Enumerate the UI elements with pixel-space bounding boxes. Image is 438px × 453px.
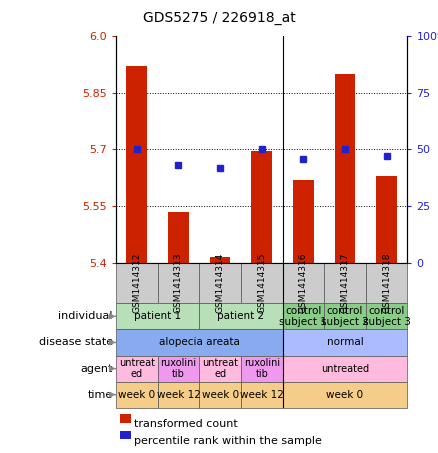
Bar [251,151,272,263]
Text: time: time [88,390,113,400]
Bar [241,263,283,304]
Text: GSM1414316: GSM1414316 [299,253,308,313]
Bar [335,74,355,263]
Bar [116,381,158,408]
Text: untreated: untreated [321,364,369,374]
Bar [199,381,241,408]
Text: untreat
ed: untreat ed [202,358,238,379]
Bar [241,381,283,408]
Text: percentile rank within the sample: percentile rank within the sample [134,436,321,446]
Text: ruxolini
tib: ruxolini tib [160,358,197,379]
Text: GSM1414312: GSM1414312 [132,253,141,313]
Text: individual: individual [58,311,113,321]
Bar [376,176,397,263]
Text: GSM1414313: GSM1414313 [174,253,183,313]
Text: GSM1414317: GSM1414317 [340,253,350,313]
Bar [116,329,283,356]
Text: control
subject 3: control subject 3 [363,306,410,327]
Text: ruxolini
tib: ruxolini tib [244,358,280,379]
Bar [283,304,324,329]
Text: control
subject 1: control subject 1 [279,306,327,327]
Bar [366,304,407,329]
Bar [199,356,241,381]
Bar [366,263,407,304]
Bar [283,381,407,408]
Text: GSM1414314: GSM1414314 [215,253,225,313]
Text: week 12: week 12 [240,390,284,400]
Text: GSM1414315: GSM1414315 [257,253,266,313]
Bar [116,304,199,329]
Text: week 0: week 0 [326,390,364,400]
Bar [283,329,407,356]
Text: week 0: week 0 [201,390,239,400]
Text: agent: agent [80,364,113,374]
Text: alopecia areata: alopecia areata [159,337,240,347]
Bar [199,263,241,304]
Text: GDS5275 / 226918_at: GDS5275 / 226918_at [143,11,295,25]
Bar [127,67,147,263]
Bar [158,263,199,304]
Bar [116,356,158,381]
Text: patient 1: patient 1 [134,311,181,321]
Text: disease state: disease state [39,337,113,347]
Bar [283,356,407,381]
Text: control
subject 2: control subject 2 [321,306,369,327]
Text: normal: normal [327,337,363,347]
Bar [158,356,199,381]
Bar [324,263,366,304]
Text: week 0: week 0 [118,390,155,400]
Text: week 12: week 12 [156,390,201,400]
Bar [293,180,314,263]
Text: GSM1414318: GSM1414318 [382,253,391,313]
Text: transformed count: transformed count [134,419,237,429]
Bar [158,381,199,408]
Bar [210,257,230,263]
Bar [199,304,283,329]
Bar [324,304,366,329]
Text: untreat
ed: untreat ed [119,358,155,379]
Bar [241,356,283,381]
Bar [168,212,189,263]
Bar [116,263,158,304]
Bar [283,263,324,304]
Text: patient 2: patient 2 [217,311,265,321]
